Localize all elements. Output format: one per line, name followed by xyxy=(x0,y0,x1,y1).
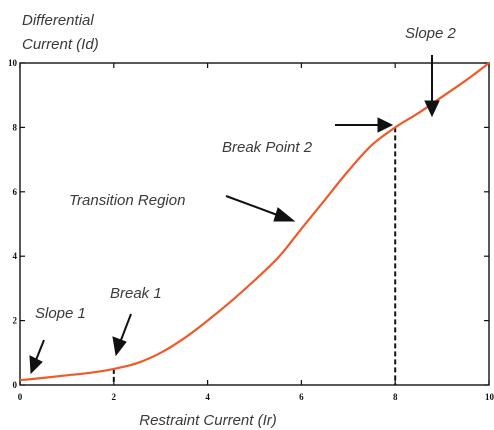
characteristic-curve xyxy=(19,62,490,382)
breakpoint-lines xyxy=(112,127,397,385)
arrow-transition-region-head xyxy=(273,207,296,222)
arrow-slope-1-head xyxy=(29,355,43,375)
x-tick-label: 8 xyxy=(393,392,398,402)
y-tick-label: 8 xyxy=(13,122,18,132)
annotation-slope-1: Slope 1 xyxy=(35,305,86,322)
x-tick-label: 6 xyxy=(299,392,304,402)
arrow-break-1 xyxy=(120,313,132,341)
arrow-transition-region xyxy=(225,195,281,217)
y-axis-title-line2: Current (Id) xyxy=(22,36,99,53)
arrow-break-1-head xyxy=(112,336,127,357)
y-tick-label: 4 xyxy=(13,251,18,261)
x-tick-label: 2 xyxy=(112,392,117,402)
x-tick-label: 4 xyxy=(205,392,210,402)
annotation-break-point-2: Break Point 2 xyxy=(222,139,313,156)
y-tick-label: 6 xyxy=(13,187,18,197)
x-tick-label: 10 xyxy=(485,392,494,402)
annotation-slope-2: Slope 2 xyxy=(405,25,457,42)
arrow-slope-2-head xyxy=(424,100,440,118)
annotation-arrows xyxy=(29,55,440,375)
x-axis-title: Restraint Current (Ir) xyxy=(139,412,277,429)
arrow-break-point-2-head xyxy=(377,117,394,133)
x-tick-label: 0 xyxy=(18,392,23,402)
annotation-transition-region: Transition Region xyxy=(69,192,185,209)
y-tick-label: 10 xyxy=(8,58,18,68)
y-tick-label: 0 xyxy=(13,380,18,390)
plot-frame xyxy=(19,62,490,386)
x-axis-ticks: 0 2 4 6 8 10 xyxy=(18,63,494,402)
arrow-slope-1 xyxy=(35,339,45,361)
y-tick-label: 2 xyxy=(13,316,18,326)
y-axis-ticks: 0 2 4 6 8 10 xyxy=(8,58,489,390)
annotation-break-1: Break 1 xyxy=(110,285,162,302)
y-axis-title-line1: Differential xyxy=(22,12,94,29)
